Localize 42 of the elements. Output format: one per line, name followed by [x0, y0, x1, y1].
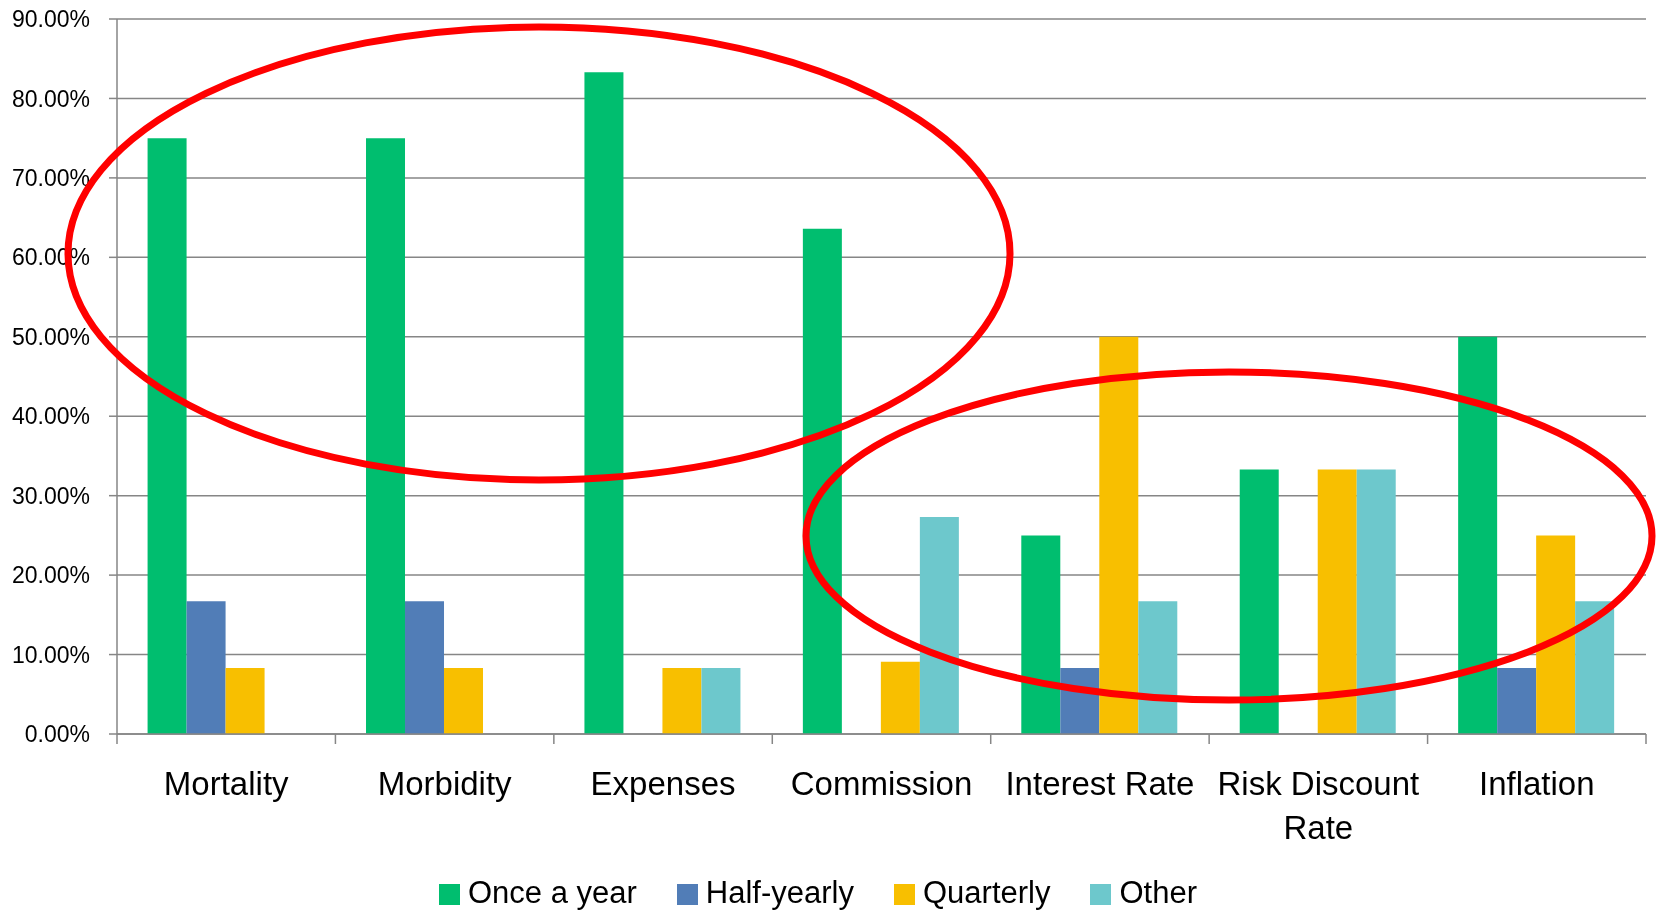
bar [662, 668, 702, 734]
bar [405, 601, 445, 734]
bar [1497, 668, 1537, 734]
x-tick-label: Mortality [163, 765, 290, 802]
x-tick-label: Risk Discount Rate [1217, 765, 1420, 846]
bar [225, 668, 265, 734]
x-tick-label: Inflation [1478, 765, 1595, 802]
bar [802, 228, 842, 734]
y-tick-label: 0.00% [24, 721, 90, 748]
y-tick-label: 80.00% [11, 85, 90, 112]
bar [1138, 601, 1178, 734]
bar [147, 138, 187, 734]
y-tick-label: 50.00% [11, 323, 90, 350]
y-tick-label: 10.00% [11, 641, 90, 668]
legend-label: Other [1119, 875, 1198, 910]
bar [1458, 336, 1498, 734]
bar [444, 668, 484, 734]
x-tick-label: Commission [790, 765, 973, 802]
x-tick-label: Expenses [590, 765, 736, 802]
legend-label: Half-yearly [705, 875, 854, 910]
legend-label: Quarterly [923, 875, 1051, 910]
bar [1099, 336, 1139, 734]
x-tick-label: Interest Rate [1005, 765, 1195, 802]
bar [1536, 535, 1576, 734]
bar [1575, 601, 1615, 734]
y-tick-label: 20.00% [11, 562, 90, 589]
bar [1317, 469, 1357, 734]
x-tick-label: Morbidity [377, 765, 513, 802]
bar [1239, 469, 1279, 734]
y-tick-label: 90.00% [11, 6, 90, 33]
y-tick-label: 40.00% [11, 403, 90, 430]
bar [186, 601, 226, 734]
bar [701, 668, 741, 734]
bar [919, 517, 959, 734]
bar [584, 72, 624, 734]
bar [1021, 535, 1061, 734]
legend-label: Once a year [467, 875, 637, 910]
bar [880, 661, 920, 734]
y-tick-label: 30.00% [11, 482, 90, 509]
bar [366, 138, 406, 734]
bar [1356, 469, 1396, 734]
y-tick-label: 70.00% [11, 165, 90, 192]
